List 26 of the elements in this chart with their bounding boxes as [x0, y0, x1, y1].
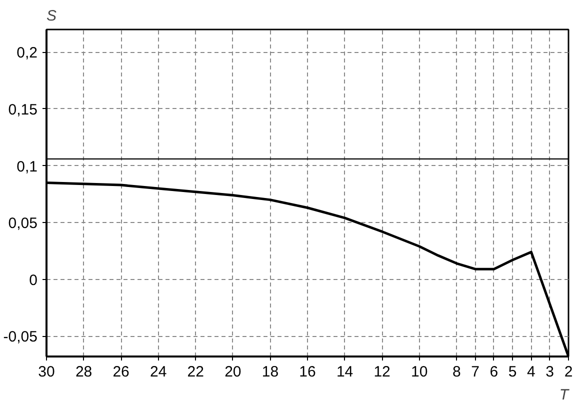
x-tick-label: 3: [546, 364, 554, 380]
x-tick-label: 2: [564, 364, 573, 380]
y-tick-label: 0,15: [8, 101, 38, 118]
x-tick-label: 18: [262, 364, 279, 380]
x-axis-title: T: [559, 386, 570, 404]
x-tick-label: 24: [150, 364, 167, 380]
x-tick-label: 10: [411, 364, 428, 380]
y-axis-title: S: [46, 8, 57, 24]
x-tick-label: 8: [452, 364, 461, 380]
y-tick-label: 0,05: [8, 215, 38, 232]
x-tick-label: 12: [374, 364, 390, 380]
x-tick-label: 5: [508, 364, 517, 380]
x-tick-label: 28: [75, 364, 92, 380]
y-tick-label: 0,2: [16, 44, 38, 62]
x-tick-label: 7: [471, 364, 480, 380]
x-tick-label: 14: [336, 364, 354, 380]
x-tick-label: 16: [299, 364, 316, 380]
x-tick-label: 30: [38, 364, 55, 380]
y-tick-label: -0,05: [3, 328, 38, 346]
x-tick-label: 22: [187, 364, 204, 380]
y-tick-label: 0,1: [16, 158, 38, 176]
x-tick-label: 6: [490, 364, 498, 380]
x-tick-label: 20: [224, 364, 242, 380]
x-tick-label: 4: [527, 364, 536, 380]
y-tick-label: 0: [29, 272, 38, 289]
x-tick-label: 26: [112, 364, 130, 380]
